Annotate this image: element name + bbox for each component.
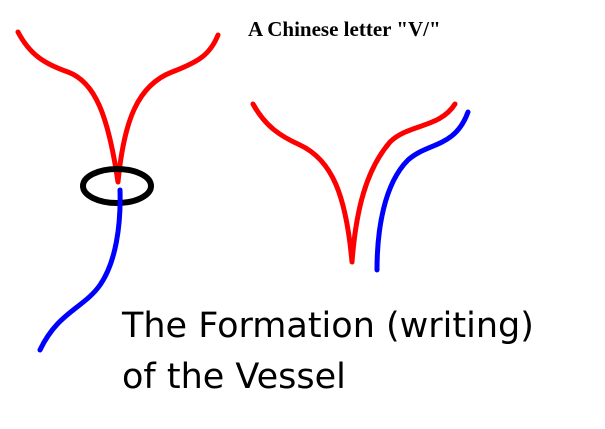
title: A Chinese letter "V/" xyxy=(248,17,441,41)
right-red-stroke xyxy=(250,101,458,265)
right-blue-stroke xyxy=(374,109,471,273)
caption-line: The Formation (writing) xyxy=(121,306,534,346)
left-red-stroke xyxy=(15,29,221,185)
left-blue-stroke xyxy=(37,187,123,353)
caption-line: of the Vessel xyxy=(122,357,346,397)
circle-mark xyxy=(80,166,154,206)
